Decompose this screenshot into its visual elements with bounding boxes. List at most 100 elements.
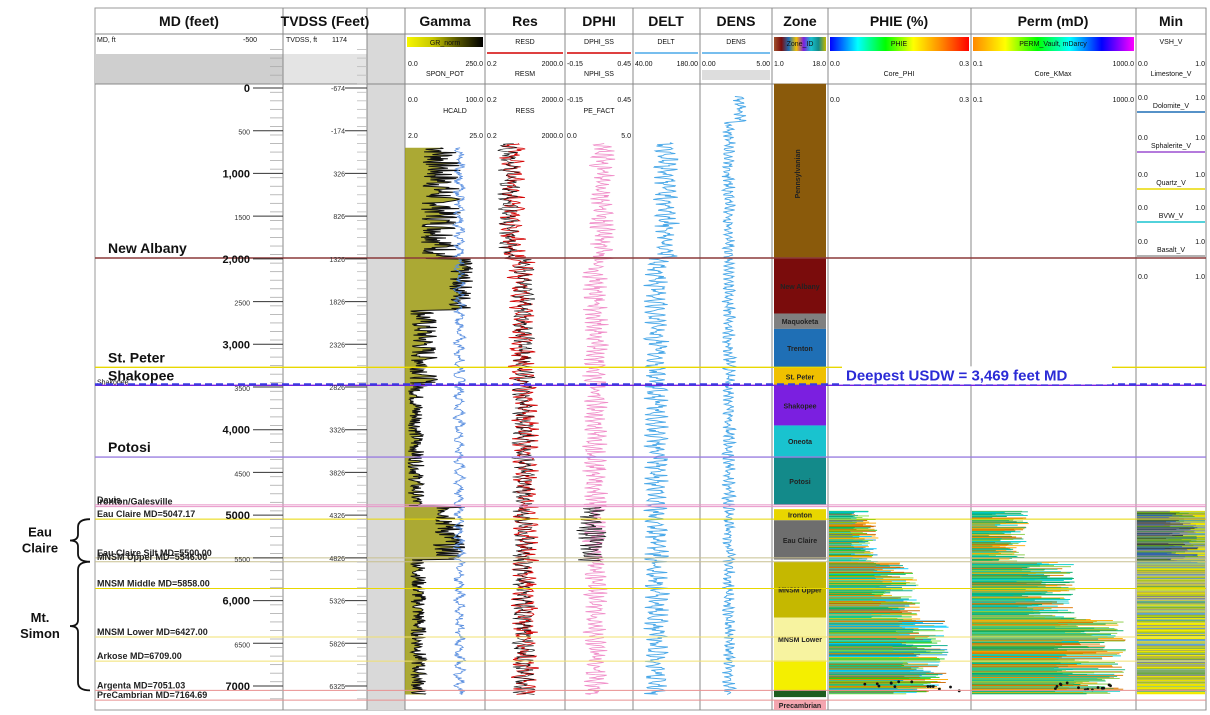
phie-fill-band bbox=[829, 610, 920, 612]
dphi-curve bbox=[582, 143, 616, 695]
perm-fill-band bbox=[972, 634, 1091, 636]
min-shale-fill-band bbox=[1137, 517, 1169, 519]
blank-track bbox=[367, 34, 405, 710]
perm-fill-band bbox=[972, 640, 1126, 641]
phie-fill-band bbox=[829, 597, 901, 599]
min-fill-band bbox=[1137, 628, 1205, 630]
phie-fill-band bbox=[829, 650, 927, 652]
perm-fill-band bbox=[972, 542, 996, 544]
perm-fill-band bbox=[972, 562, 1058, 564]
formation-top-label-0: New Albany bbox=[108, 240, 187, 256]
perm-fill-band bbox=[972, 546, 1000, 548]
phie-fill-band bbox=[829, 515, 853, 517]
min-fill-band bbox=[1137, 641, 1205, 643]
phie-fill-band bbox=[829, 526, 855, 528]
perm-fill-band bbox=[972, 669, 1066, 671]
perm-fill-band bbox=[972, 635, 1116, 637]
min-fill-band bbox=[1137, 619, 1205, 621]
tvdss-tick-label: 4826 bbox=[329, 556, 345, 563]
phie-fill-band bbox=[829, 654, 917, 656]
min-sub-max-3: 1.0 bbox=[1195, 205, 1205, 212]
min-fill-band bbox=[1137, 673, 1205, 675]
min-fill-band bbox=[1137, 635, 1205, 637]
min-fill-band bbox=[1137, 621, 1205, 622]
phie-fill-band bbox=[829, 662, 903, 664]
min-fill-band bbox=[1137, 690, 1205, 692]
phie-fill-band bbox=[829, 657, 899, 659]
perm-fill-band bbox=[972, 580, 1064, 581]
min-fill-band bbox=[1137, 524, 1205, 526]
perm-fill-band bbox=[972, 573, 1036, 575]
min-shale-fill-band bbox=[1137, 520, 1185, 522]
phie-fill-band bbox=[829, 653, 921, 655]
min-fill-band bbox=[1137, 688, 1205, 690]
perm-fill-band bbox=[972, 613, 1041, 615]
perm-fill-band bbox=[972, 529, 1024, 531]
phie-range2-1: 0.3 bbox=[959, 97, 969, 104]
track-headers: MD (feet) TVDSS (Feet) Gamma Res DPHI DELT DEN… bbox=[97, 13, 1205, 281]
phie-fill-band bbox=[829, 583, 892, 585]
min-fill-band bbox=[1137, 614, 1205, 616]
phie-fill-band bbox=[829, 683, 897, 685]
phie-fill-band bbox=[829, 634, 936, 636]
perm-fill-band bbox=[972, 605, 1039, 607]
min-sub-label-1: Sphalerite_V bbox=[1151, 143, 1191, 150]
perm-fill-band bbox=[972, 625, 1077, 627]
perm-fill-band bbox=[972, 587, 1069, 589]
perm-fill-band bbox=[972, 528, 1025, 530]
min-fill-band bbox=[1137, 626, 1205, 628]
phie-fill-band bbox=[829, 617, 872, 619]
perm-fill-band bbox=[972, 559, 993, 561]
min-shale-fill-band bbox=[1137, 552, 1172, 554]
perm-fill-band bbox=[972, 670, 1057, 672]
phie-fill-band bbox=[829, 604, 910, 606]
perm-fill-band bbox=[972, 595, 1029, 597]
min-fill-band bbox=[1137, 552, 1205, 554]
min-fill-band bbox=[1137, 615, 1205, 617]
phie-fill-band bbox=[829, 575, 892, 577]
min-shale-fill-band bbox=[1137, 543, 1169, 545]
min-fill-band bbox=[1137, 657, 1205, 659]
min-fill-band bbox=[1137, 685, 1205, 687]
phie-fill-band bbox=[829, 618, 921, 620]
formation-top-label-4: Davis bbox=[97, 495, 121, 505]
md-unit-label: MD, ft bbox=[97, 37, 116, 44]
phie-fill-band bbox=[829, 612, 891, 614]
perm-fill-band bbox=[972, 556, 1018, 558]
dens-range-1: 5.00 bbox=[756, 61, 770, 68]
min-fill-band bbox=[1137, 538, 1205, 539]
zone-label-1: New Albany bbox=[780, 284, 820, 291]
min-shale-fill-band bbox=[1137, 548, 1165, 550]
min-shale-fill-band bbox=[1137, 521, 1166, 523]
phie-fill-band bbox=[829, 674, 922, 676]
perm-fill-band bbox=[972, 562, 1042, 564]
min-fill-band bbox=[1137, 692, 1205, 694]
min-fill-band bbox=[1137, 647, 1205, 649]
min-shale-fill-band bbox=[1137, 551, 1177, 553]
core-phi-point bbox=[889, 681, 893, 685]
min-shale-fill-band bbox=[1137, 553, 1198, 555]
perm-fill-band bbox=[972, 654, 1066, 656]
header-title-min: Min bbox=[1159, 13, 1183, 29]
phie-fill-band bbox=[829, 667, 924, 669]
min-fill-band bbox=[1137, 629, 1205, 631]
phie-fill-band bbox=[829, 647, 918, 649]
perm-fill-band bbox=[972, 527, 1022, 529]
perm-fill-band bbox=[972, 650, 1126, 652]
perm-fill-band bbox=[972, 596, 1025, 598]
zone-label-4: St. Peter bbox=[786, 374, 815, 381]
perm-fill-band bbox=[972, 566, 1030, 568]
min-fill-band bbox=[1137, 601, 1205, 602]
min-fill-band bbox=[1137, 653, 1205, 655]
phie-fill-band bbox=[829, 634, 900, 636]
phie-fill-band bbox=[829, 654, 948, 656]
phie-fill-band bbox=[829, 689, 914, 691]
perm-fill-band bbox=[972, 600, 1026, 601]
perm-fill-band bbox=[972, 513, 996, 515]
perm-fill-band bbox=[972, 522, 1028, 524]
perm-fill-band bbox=[972, 528, 1015, 530]
zone-range-0: 1.0 bbox=[774, 61, 784, 68]
perm-fill-band bbox=[972, 682, 1098, 684]
delt-range-0: 40.00 bbox=[635, 61, 653, 68]
md-tick-label-4000: 4,000 bbox=[222, 425, 250, 437]
